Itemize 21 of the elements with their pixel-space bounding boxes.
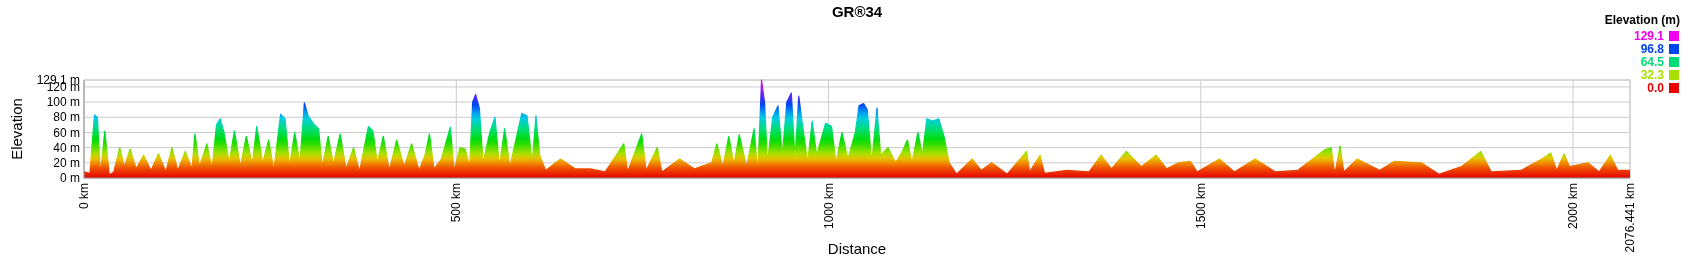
color-bar-label: 32.3 <box>1640 68 1665 83</box>
color-bar-label: 129.1 <box>1633 29 1665 44</box>
y-tick-label: 60 m <box>53 125 80 140</box>
y-tick-label: 100 m <box>46 95 80 110</box>
y-tick-label: 40 m <box>53 140 80 155</box>
x-tick-label: 500 km <box>449 183 464 223</box>
color-bar-title: Elevation (m) <box>1604 13 1680 27</box>
y-tick-label: 80 m <box>53 110 80 125</box>
y-axis-title: Elevation <box>8 98 25 160</box>
color-bar-label: 0.0 <box>1647 81 1665 96</box>
x-tick-label: 1000 km <box>821 183 836 230</box>
color-bar-label: 64.5 <box>1640 55 1665 70</box>
x-tick-label: 1500 km <box>1194 183 1209 230</box>
x-tick-label: 2076.441 km <box>1623 183 1638 253</box>
color-bar-label: 96.8 <box>1640 42 1665 57</box>
x-tick-label: 2000 km <box>1566 183 1581 230</box>
y-tick-label: 20 m <box>53 156 80 171</box>
y-tick-label: 0 m <box>59 171 80 186</box>
x-tick-label: 0 km <box>77 183 92 210</box>
chart-title: GR®34 <box>831 3 883 20</box>
x-axis-title: Distance <box>827 240 887 257</box>
